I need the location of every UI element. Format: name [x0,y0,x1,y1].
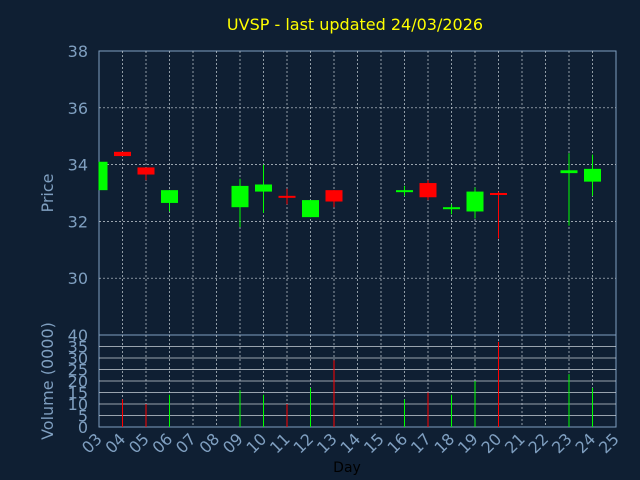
price-tick-label: 34 [68,156,88,175]
volume-tick-label: 30 [68,349,88,368]
price-y-ticks: 30 32 34 36 38 [68,42,88,288]
x-axis-label: Day [333,460,361,476]
chart-title: UVSP - last updated 24/03/2026 [227,15,483,34]
volume-grid [99,335,616,427]
candle-body [231,185,249,208]
price-panel: 30 32 34 36 38 Price [38,42,617,336]
volume-tick-label: 25 [68,361,88,380]
price-tick-label: 32 [68,212,88,231]
price-tick-label: 38 [68,42,88,61]
candle-body [99,161,108,191]
x-tick-labels: 0304050607080910111213141516171819202122… [78,429,623,457]
candle-body [137,167,155,175]
candle-body [584,168,601,182]
candle-body [560,170,578,174]
volume-tick-label: 10 [68,395,88,414]
volume-tick-label: 40 [68,326,88,345]
volume-bars [122,341,593,427]
price-tick-label: 30 [68,269,88,288]
candle-body [325,190,343,202]
volume-axis-label: Volume (0000) [38,322,57,440]
volume-tick-label: 35 [68,338,88,357]
volume-tick-label: 0 [78,418,88,437]
candle-body [255,184,272,192]
candle-body [302,200,319,218]
candle-body [443,207,460,210]
volume-tick-label: 5 [78,407,88,426]
candle-body [114,151,131,157]
candle-body [490,193,507,195]
volume-tick-label: 20 [68,372,88,391]
volume-tick-label: 15 [68,384,88,403]
candles [98,151,601,239]
candle-body [396,190,413,193]
price-axis-label: Price [38,173,57,212]
candle-body [161,190,178,203]
candle-body [419,183,437,198]
price-tick-label: 36 [68,99,88,118]
candle-body [278,195,296,198]
candle-body [466,191,484,212]
